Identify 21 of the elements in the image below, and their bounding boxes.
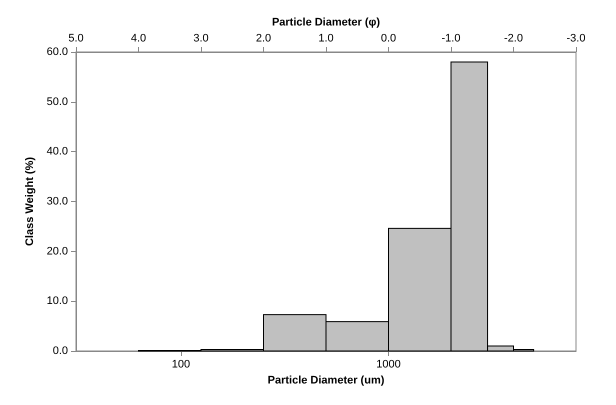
x-tick-label: 1000 — [376, 358, 401, 370]
x2-tick-label: 3.0 — [193, 32, 209, 44]
x2-axis-title: Particle Diameter (φ) — [272, 16, 380, 29]
x-tick-label: 100 — [172, 358, 190, 370]
y-tick-label: 50.0 — [46, 96, 68, 108]
x2-tick-label: -2.0 — [504, 32, 523, 44]
y-tick-label: 20.0 — [46, 245, 68, 258]
y-tick-label: 10.0 — [46, 295, 68, 308]
y-axis-title: Class Weight (%) — [24, 156, 36, 246]
x2-tick-label: 2.0 — [256, 32, 272, 44]
x2-tick-label: -3.0 — [566, 32, 586, 44]
y-tick-label: 30.0 — [46, 196, 68, 208]
x2-tick-label: 1.0 — [318, 32, 334, 44]
x2-tick-label: 0.0 — [380, 32, 396, 44]
x2-tick-label: 5.0 — [68, 32, 84, 44]
y-tick-label: 40.0 — [46, 146, 68, 158]
y-tick-label: 0.0 — [52, 345, 68, 357]
y-tick-label: 60.0 — [46, 46, 68, 58]
x-axis-title: Particle Diameter (um) — [268, 374, 385, 386]
x2-tick-label: 4.0 — [130, 32, 146, 44]
x2-tick-label: -1.0 — [442, 32, 460, 44]
